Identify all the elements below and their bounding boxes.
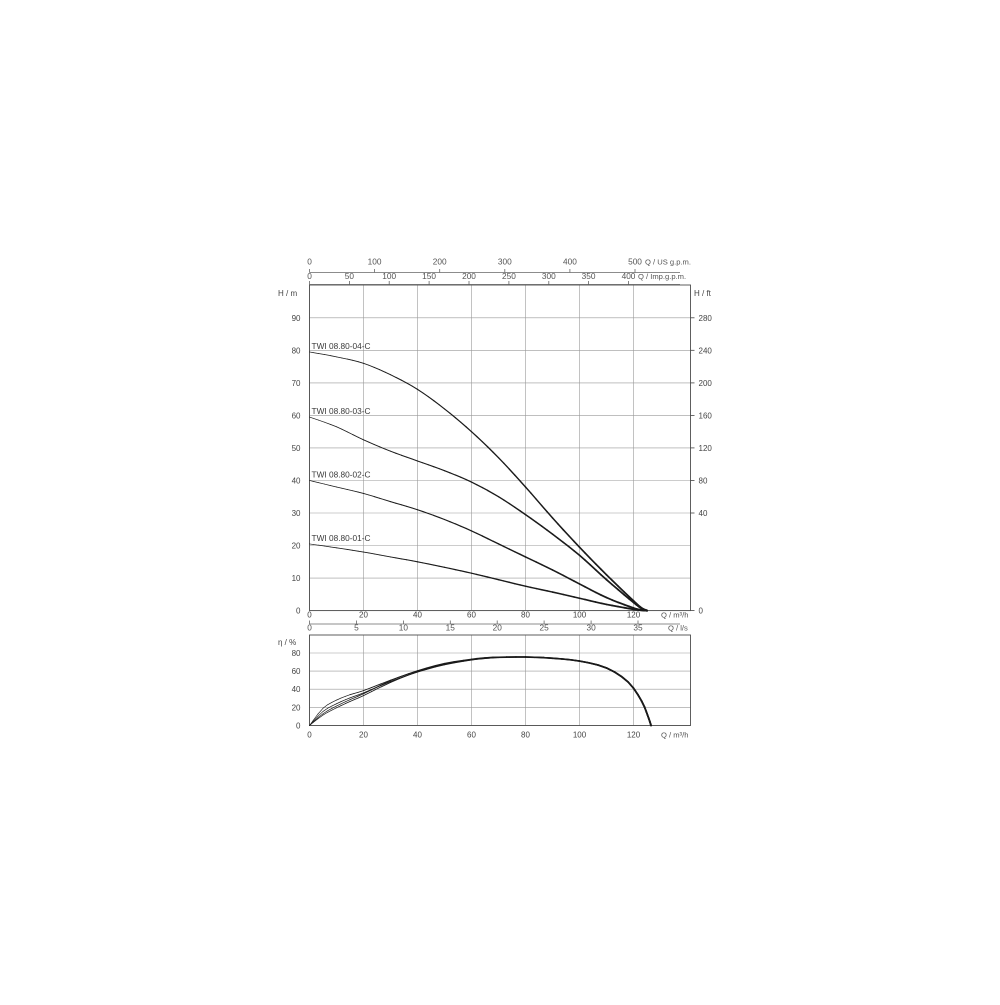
svg-text:90: 90 — [292, 314, 301, 323]
svg-text:160: 160 — [699, 411, 713, 420]
svg-text:50: 50 — [345, 271, 355, 281]
svg-text:350: 350 — [582, 271, 596, 281]
svg-text:100: 100 — [382, 271, 396, 281]
svg-text:300: 300 — [542, 271, 556, 281]
svg-text:TWI 08.80-03-C: TWI 08.80-03-C — [312, 406, 371, 416]
svg-text:70: 70 — [292, 379, 301, 388]
svg-text:40: 40 — [699, 509, 708, 518]
svg-text:TWI 08.80-01-C: TWI 08.80-01-C — [312, 533, 371, 543]
svg-text:80: 80 — [699, 477, 708, 486]
svg-text:20: 20 — [359, 610, 368, 619]
svg-text:0: 0 — [296, 722, 301, 731]
svg-text:80: 80 — [521, 731, 530, 740]
svg-text:280: 280 — [699, 314, 713, 323]
svg-text:400: 400 — [622, 271, 636, 281]
svg-text:80: 80 — [292, 346, 301, 355]
svg-text:60: 60 — [292, 411, 301, 420]
svg-text:H / m: H / m — [278, 289, 297, 298]
svg-text:80: 80 — [292, 649, 301, 658]
svg-text:TWI 08.80-02-C: TWI 08.80-02-C — [312, 470, 371, 480]
svg-text:0: 0 — [307, 610, 312, 619]
svg-text:40: 40 — [292, 477, 301, 486]
svg-text:0: 0 — [307, 271, 312, 281]
svg-text:500: 500 — [628, 257, 642, 267]
svg-text:Q / US g.p.m.: Q / US g.p.m. — [645, 258, 691, 267]
svg-text:100: 100 — [573, 610, 587, 619]
svg-text:0: 0 — [307, 731, 312, 740]
svg-text:20: 20 — [292, 542, 301, 551]
svg-text:20: 20 — [359, 731, 368, 740]
svg-text:120: 120 — [627, 731, 641, 740]
svg-text:200: 200 — [433, 257, 447, 267]
svg-text:80: 80 — [521, 610, 530, 619]
svg-text:40: 40 — [292, 685, 301, 694]
svg-text:400: 400 — [563, 257, 577, 267]
svg-text:50: 50 — [292, 444, 301, 453]
svg-text:240: 240 — [699, 346, 713, 355]
svg-text:0: 0 — [307, 257, 312, 267]
svg-text:40: 40 — [413, 731, 422, 740]
svg-text:150: 150 — [422, 271, 436, 281]
svg-text:250: 250 — [502, 271, 516, 281]
svg-text:30: 30 — [292, 509, 301, 518]
svg-text:TWI 08.80-04-C: TWI 08.80-04-C — [312, 341, 371, 351]
svg-text:Q / l/s: Q / l/s — [668, 624, 688, 633]
svg-text:Q / m³/h: Q / m³/h — [661, 731, 688, 740]
svg-text:200: 200 — [462, 271, 476, 281]
svg-text:120: 120 — [699, 444, 713, 453]
svg-text:100: 100 — [368, 257, 382, 267]
svg-text:200: 200 — [699, 379, 713, 388]
svg-text:Q / Imp.g.p.m.: Q / Imp.g.p.m. — [638, 272, 686, 281]
svg-text:H / ft: H / ft — [694, 289, 712, 298]
svg-text:40: 40 — [413, 610, 422, 619]
svg-text:0: 0 — [699, 607, 704, 616]
svg-text:20: 20 — [292, 703, 301, 712]
svg-text:η / %: η / % — [278, 638, 296, 647]
svg-text:60: 60 — [292, 667, 301, 676]
svg-text:0: 0 — [296, 607, 301, 616]
svg-text:300: 300 — [498, 257, 512, 267]
svg-text:Q / m³/h: Q / m³/h — [661, 610, 688, 619]
svg-text:60: 60 — [467, 610, 476, 619]
svg-text:60: 60 — [467, 731, 476, 740]
svg-text:120: 120 — [627, 610, 641, 619]
svg-text:100: 100 — [573, 731, 587, 740]
svg-text:10: 10 — [292, 574, 301, 583]
